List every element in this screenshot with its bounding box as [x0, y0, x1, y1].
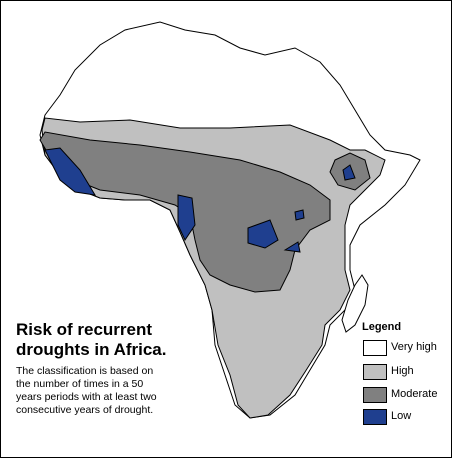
legend-swatch [363, 364, 387, 380]
madagascar [341, 274, 369, 333]
low-risk-coast [44, 147, 96, 196]
legend-label: High [391, 365, 414, 377]
low-risk-spot [283, 241, 301, 253]
low-risk-gabon [177, 194, 196, 242]
legend-swatch [363, 409, 387, 425]
map-title: Risk of recurrent droughts in Africa. [16, 320, 167, 359]
map-description: The classification is based on the numbe… [16, 365, 157, 416]
legend-swatch [363, 340, 387, 356]
low-risk-spot [294, 209, 305, 221]
legend-label: Low [391, 410, 412, 422]
legend-label: Very high [391, 341, 437, 353]
moderate-risk-region [39, 131, 331, 293]
low-risk-ethiopia [342, 164, 356, 181]
legend-title: Legend [362, 321, 402, 333]
legend-label: Moderate [391, 388, 438, 400]
low-risk-basin [247, 219, 279, 249]
legend-swatch [363, 387, 387, 403]
